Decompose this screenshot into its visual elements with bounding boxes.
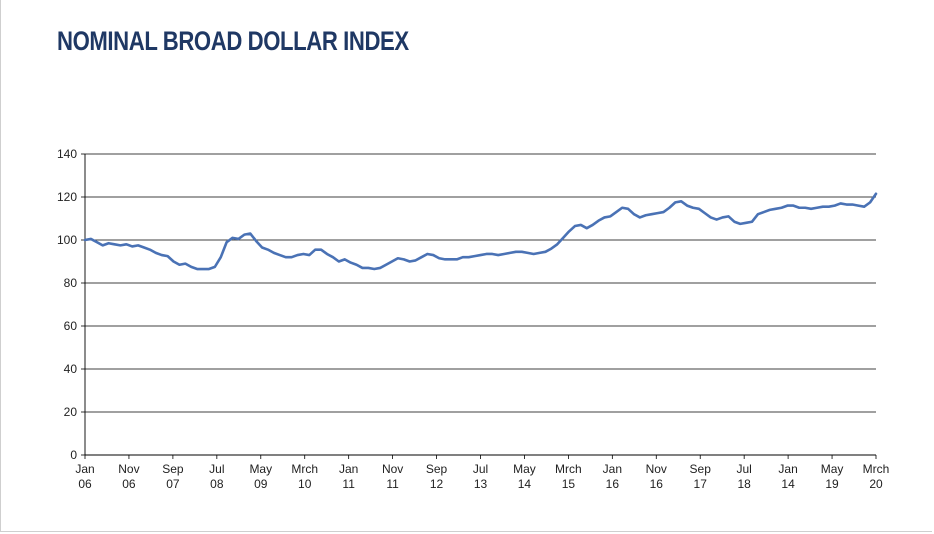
x-tick-label-year: 16 (650, 477, 664, 491)
x-tick-label-month: Nov (118, 462, 139, 476)
axes (81, 153, 877, 459)
x-tick-label-month: Mrch (291, 462, 318, 476)
y-tick-label: 80 (64, 276, 78, 290)
x-tick-label-year: 07 (166, 477, 180, 491)
x-tick-label-year: 13 (474, 477, 488, 491)
x-tick-label-year: 16 (606, 477, 620, 491)
x-tick-label-year: 18 (737, 477, 751, 491)
x-tick-label-month: May (821, 462, 844, 476)
x-tick-label-month: Jul (736, 462, 751, 476)
gridlines (85, 153, 876, 413)
x-axis-tick-labels: Jan06Nov06Sep07Jul08May09Mrch10Jan11Nov1… (75, 462, 889, 491)
x-tick-label-month: Sep (690, 462, 712, 476)
y-tick-label: 0 (70, 448, 77, 462)
x-tick-label-year: 14 (781, 477, 795, 491)
x-tick-label-year: 17 (694, 477, 708, 491)
x-tick-label-month: Mrch (555, 462, 582, 476)
x-tick-label-month: Jan (778, 462, 797, 476)
x-tick-label-year: 09 (254, 477, 268, 491)
x-tick-label-month: May (513, 462, 536, 476)
x-tick-label-month: May (249, 462, 272, 476)
x-tick-label-year: 14 (518, 477, 532, 491)
x-tick-label-month: Nov (382, 462, 403, 476)
series-line-0 (83, 192, 878, 271)
x-tick-label-month: Jan (75, 462, 94, 476)
x-tick-label-year: 15 (562, 477, 576, 491)
x-tick-label-month: Nov (646, 462, 667, 476)
y-tick-label: 140 (57, 147, 77, 161)
x-tick-label-month: Jul (473, 462, 488, 476)
y-axis-tick-labels: 0 20 40 60 80 100 120 140 (57, 147, 77, 462)
x-tick-label-year: 11 (342, 477, 355, 491)
x-tick-label-year: 10 (298, 477, 312, 491)
x-tick-label-month: Jan (603, 462, 622, 476)
y-tick-label: 20 (64, 405, 78, 419)
x-tick-label-month: Jul (209, 462, 224, 476)
x-tick-label-month: Sep (162, 462, 184, 476)
x-tick-label-year: 06 (78, 477, 92, 491)
x-tick-label-year: 20 (869, 477, 883, 491)
y-tick-label: 120 (57, 190, 77, 204)
x-tick-label-year: 19 (825, 477, 839, 491)
x-tick-label-month: Mrch (863, 462, 890, 476)
chart-title: NOMINAL BROAD DOLLAR INDEX (57, 26, 409, 56)
x-tick-label-month: Jan (339, 462, 358, 476)
x-tick-label-year: 12 (430, 477, 444, 491)
x-tick-label-year: 11 (386, 477, 399, 491)
y-tick-label: 60 (64, 319, 78, 333)
x-tick-label-year: 08 (210, 477, 224, 491)
x-tick-label-year: 06 (122, 477, 136, 491)
y-tick-label: 100 (57, 233, 77, 247)
x-tick-label-month: Sep (426, 462, 448, 476)
y-tick-label: 40 (64, 362, 78, 376)
series-group (83, 192, 878, 271)
